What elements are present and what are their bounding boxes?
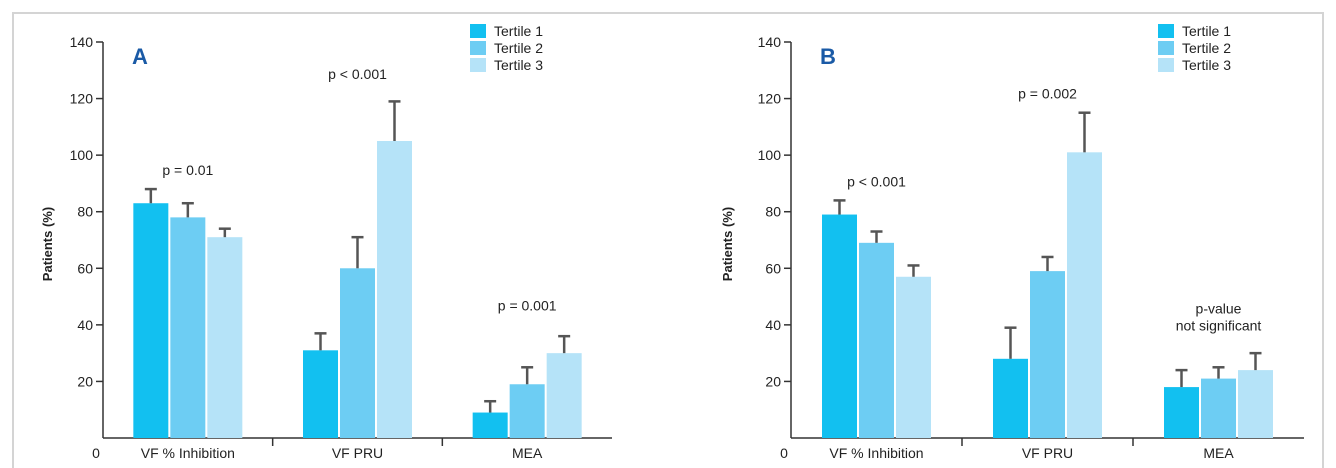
p-value-annotation: p < 0.001	[328, 66, 387, 82]
y-tick-label: 20	[77, 373, 93, 389]
y-axis-label: Patients (%)	[720, 207, 735, 281]
panel-label: A	[132, 44, 148, 69]
origin-label: 0	[92, 445, 100, 461]
category-label: VF % Inhibition	[141, 445, 235, 461]
bar-tertile-1	[822, 214, 857, 438]
y-tick-label: 100	[758, 147, 782, 163]
legend-label: Tertile 3	[1182, 57, 1231, 73]
y-tick-label: 40	[77, 317, 93, 333]
bar-tertile-1	[472, 412, 508, 438]
y-tick-label: 60	[77, 260, 93, 276]
y-tick-label: 40	[765, 317, 781, 333]
y-tick-label: 20	[765, 373, 781, 389]
category-label: MEA	[512, 445, 543, 461]
category-label: VF PRU	[332, 445, 383, 461]
legend-swatch	[470, 58, 486, 72]
p-value-annotation: p = 0.001	[498, 298, 557, 314]
p-value-annotation: p = 0.002	[1018, 86, 1077, 102]
p-value-annotation: p-value	[1196, 301, 1242, 317]
legend-label: Tertile 2	[494, 40, 543, 56]
y-axis-label: Patients (%)	[40, 207, 55, 281]
y-tick-label: 120	[70, 91, 94, 107]
y-tick-label: 60	[765, 260, 781, 276]
bar-tertile-2	[509, 384, 545, 438]
bar-tertile-2	[340, 268, 375, 438]
bar-tertile-3	[896, 276, 931, 438]
bar-tertile-2	[1030, 271, 1065, 438]
bar-tertile-1	[133, 203, 169, 438]
legend-label: Tertile 3	[494, 57, 543, 73]
bar-tertile-2	[859, 242, 894, 438]
bar-tertile-3	[207, 237, 243, 438]
bar-tertile-2	[1201, 378, 1236, 438]
legend-label: Tertile 1	[494, 23, 543, 39]
y-tick-label: 100	[70, 147, 94, 163]
category-label: VF PRU	[1022, 445, 1073, 461]
legend-swatch	[470, 24, 486, 38]
legend-label: Tertile 1	[1182, 23, 1231, 39]
p-value-annotation: p = 0.01	[162, 162, 213, 178]
y-tick-label: 140	[70, 34, 94, 50]
chart-panel-a: 20 40 60 80 100 120 140 0 Patients (%) A VF % Inhi…	[40, 23, 612, 461]
bar-tertile-1	[303, 350, 338, 438]
legend-swatch	[1158, 41, 1174, 55]
bar-tertile-3	[546, 353, 582, 438]
p-value-annotation: not significant	[1176, 318, 1262, 334]
y-tick-label: 80	[765, 204, 781, 220]
category-label: MEA	[1203, 445, 1234, 461]
legend-swatch	[470, 41, 486, 55]
bar-tertile-1	[993, 358, 1028, 438]
y-tick-label: 140	[758, 34, 782, 50]
bar-tertile-1	[1164, 387, 1199, 438]
origin-label: 0	[780, 445, 788, 461]
legend-swatch	[1158, 24, 1174, 38]
chart-panel-b: 20 40 60 80 100 120 140 0 Patients (%) B VF % Inhi…	[720, 23, 1304, 461]
bar-tertile-3	[1238, 370, 1273, 438]
y-tick-label: 120	[758, 91, 782, 107]
y-tick-label: 80	[77, 204, 93, 220]
category-label: VF % Inhibition	[829, 445, 923, 461]
bar-tertile-3	[1067, 152, 1102, 439]
legend-label: Tertile 2	[1182, 40, 1231, 56]
panel-label: B	[820, 44, 836, 69]
p-value-annotation: p < 0.001	[847, 173, 906, 189]
bar-tertile-2	[170, 217, 206, 438]
bar-tertile-3	[377, 141, 412, 438]
legend-swatch	[1158, 58, 1174, 72]
